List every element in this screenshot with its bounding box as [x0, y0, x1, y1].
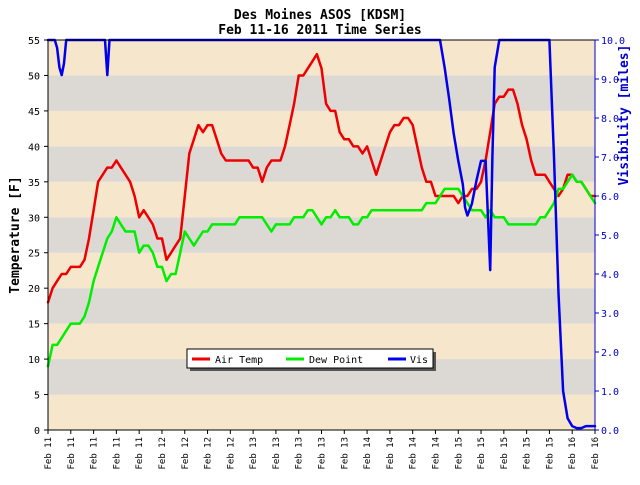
series-line-vis — [46, 38, 597, 430]
x-tick-label: Feb 13 — [340, 437, 350, 470]
legend-label-air-temp: Air Temp — [215, 355, 263, 366]
x-tick-label: Feb 11 — [44, 437, 54, 470]
x-tick-label: Feb 11 — [112, 437, 122, 470]
grid-band — [48, 288, 595, 324]
right-axis: 0.0 1.0 2.0 3.0 4.0 5.0 6.0 7.0 8.0 9.0 10.0 — [594, 36, 625, 437]
y-tick-label: 30 — [28, 213, 40, 224]
y2-tick-label: 1.0 — [601, 387, 619, 398]
x-tick-label: Feb 16 — [591, 437, 601, 470]
y2-tick-label: 2.0 — [601, 348, 619, 359]
y-tick-label: 0 — [34, 426, 40, 437]
y-tick-label: 25 — [28, 249, 40, 260]
y2-tick-label: 5.0 — [601, 231, 619, 242]
x-tick-label: Feb 16 — [568, 437, 578, 470]
grid-band — [48, 181, 595, 218]
y-tick-label: 10 — [28, 355, 40, 366]
y2-tick-label: 3.0 — [601, 309, 619, 320]
x-tick-label: Feb 13 — [272, 437, 282, 470]
chart-subtitle: Feb 11-16 2011 Time Series — [218, 23, 422, 38]
y-tick-label: 20 — [28, 284, 40, 295]
background-bands — [48, 40, 595, 430]
grid-band — [48, 146, 595, 182]
y2-tick-label: 9.0 — [601, 75, 619, 86]
legend-label-vis: Vis — [410, 355, 428, 366]
x-tick-label: Feb 14 — [409, 437, 419, 470]
series-line-dew-point — [46, 173, 597, 368]
grid-band — [48, 75, 595, 111]
y-tick-label: 5 — [34, 391, 40, 402]
x-tick-label: Feb 12 — [158, 437, 168, 470]
y-tick-label: 50 — [28, 71, 40, 82]
x-tick-label: Feb 15 — [523, 437, 533, 470]
x-tick-label: Feb 15 — [500, 437, 510, 470]
y-tick-label: 45 — [28, 107, 40, 118]
x-tick-label: Feb 15 — [545, 437, 555, 470]
grid-band — [48, 252, 595, 289]
y2-tick-label: 10.0 — [601, 36, 625, 47]
y2-tick-label: 8.0 — [601, 114, 619, 125]
grid-band — [48, 110, 595, 147]
grid-band — [48, 394, 595, 430]
x-tick-label: Feb 15 — [477, 437, 487, 470]
x-tick-label: Feb 13 — [249, 437, 259, 470]
x-tick-label: Feb 14 — [431, 437, 441, 470]
series-layer — [46, 38, 597, 430]
y-axis-label: Temperature [F] — [8, 176, 23, 293]
x-tick-label: Feb 14 — [386, 437, 396, 470]
x-tick-label: Feb 15 — [454, 437, 464, 470]
x-axis: Feb 11 Feb 11 Feb 11 Feb 11 Feb 11 Feb 12 Feb … — [44, 430, 601, 470]
x-tick-label: Feb 11 — [90, 437, 100, 470]
y-tick-label: 15 — [28, 320, 40, 331]
y2-tick-label: 0.0 — [601, 426, 619, 437]
legend-label-dew-point: Dew Point — [309, 355, 363, 366]
series-line-air-temp — [46, 52, 597, 304]
y2-tick-label: 6.0 — [601, 192, 619, 203]
chart-title: Des Moines ASOS [KDSM] — [234, 8, 406, 23]
x-tick-label: Feb 13 — [318, 437, 328, 470]
legend: Air Temp Dew Point Vis — [186, 348, 436, 371]
x-tick-label: Feb 12 — [181, 437, 191, 470]
x-tick-label: Feb 14 — [363, 437, 373, 470]
x-tick-label: Feb 12 — [226, 437, 236, 470]
x-tick-label: Feb 13 — [295, 437, 305, 470]
x-tick-label: Feb 12 — [204, 437, 214, 470]
y-tick-label: 55 — [28, 36, 40, 47]
y2-tick-label: 4.0 — [601, 270, 619, 281]
left-axis: 0 5 10 15 20 25 30 35 40 45 50 55 — [28, 36, 48, 437]
y-tick-label: 40 — [28, 142, 40, 153]
y2-axis-label: Visibility [miles] — [617, 45, 632, 186]
x-tick-label: Feb 11 — [67, 437, 77, 470]
y2-tick-label: 7.0 — [601, 153, 619, 164]
y-tick-label: 35 — [28, 178, 40, 189]
x-tick-label: Feb 11 — [135, 437, 145, 470]
